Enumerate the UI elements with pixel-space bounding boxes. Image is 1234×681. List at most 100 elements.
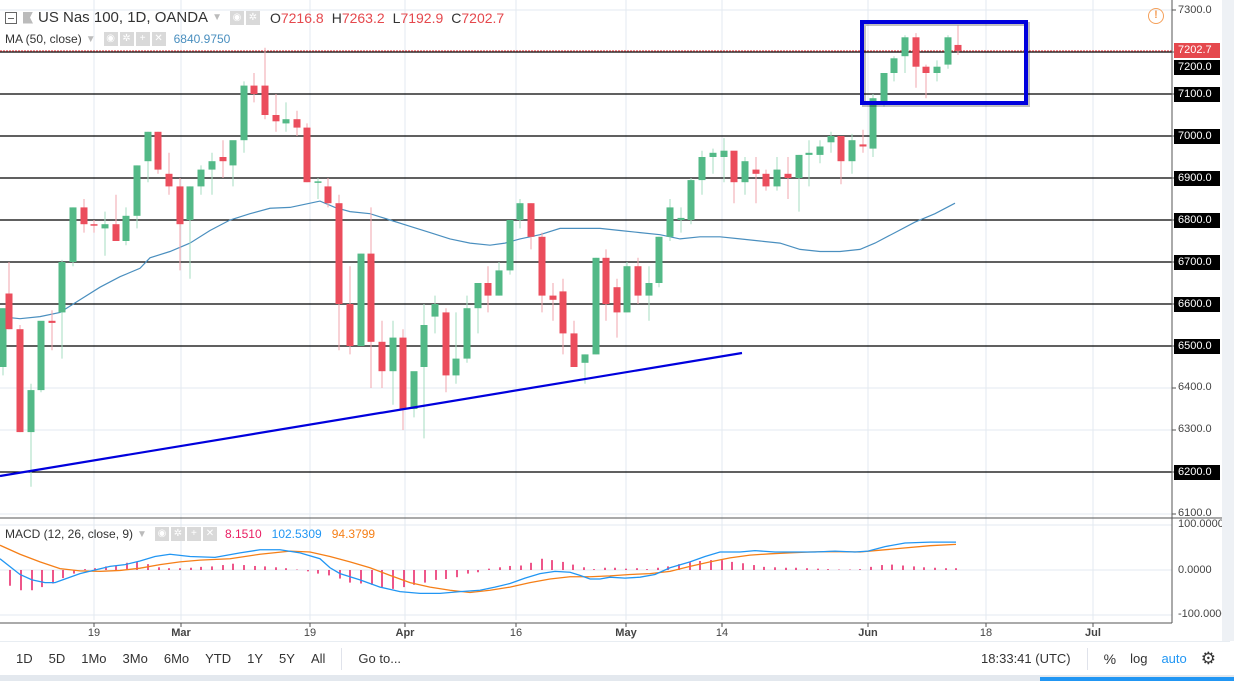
candle-up: [122, 215, 130, 241]
candle-down: [442, 312, 450, 376]
range-button-1y[interactable]: 1Y: [247, 651, 264, 666]
gear-icon[interactable]: ✲: [170, 527, 185, 541]
candle-down: [484, 283, 492, 296]
range-button-1d[interactable]: 1D: [16, 651, 33, 666]
candle-up: [880, 73, 888, 103]
range-buttons: 1D 5D 1Mo 3Mo 6Mo YTD 1Y 5Y All: [0, 651, 325, 666]
macd-line: [0, 541, 956, 595]
ohlc-close: C7202.7: [451, 9, 505, 26]
candle-up: [69, 207, 77, 262]
candle-up: [208, 161, 216, 170]
macd-signal-value: 94.3799: [331, 527, 376, 541]
gear-icon[interactable]: ✲: [245, 10, 260, 25]
macd-axis-label: -100.0000: [1178, 608, 1228, 620]
range-button-5d[interactable]: 5D: [48, 651, 66, 666]
ohlc-low: L7192.9: [392, 9, 444, 26]
candle-down: [48, 320, 56, 323]
log-toggle[interactable]: log: [1130, 651, 1148, 666]
candle-down: [250, 85, 258, 94]
candle-up: [58, 262, 66, 313]
time-axis-label: 18: [979, 627, 993, 639]
price-axis-label: 6700.0: [1174, 255, 1220, 270]
clock: 18:33:41 (UTC): [981, 651, 1071, 666]
price-axis-label: 6100.0: [1178, 507, 1212, 519]
eye-icon[interactable]: ◉: [154, 527, 169, 541]
candle-down: [303, 127, 311, 183]
candle-down: [176, 186, 184, 225]
candle-up: [848, 140, 856, 162]
ma-value: 6840.9750: [173, 32, 231, 46]
candle-up: [623, 266, 631, 313]
candle-up: [452, 358, 460, 376]
symbol-flag-icon: [23, 11, 33, 24]
close-icon[interactable]: ✕: [151, 32, 166, 46]
trendline: [0, 351, 743, 478]
price-axis-label: 6600.0: [1174, 297, 1220, 312]
candle-down: [112, 224, 120, 241]
candle-down: [219, 157, 227, 162]
plus-icon[interactable]: +: [186, 527, 201, 541]
gear-icon[interactable]: ⚙: [1200, 648, 1216, 668]
range-button-5y[interactable]: 5Y: [279, 651, 295, 666]
eye-icon[interactable]: ◉: [229, 10, 244, 25]
candle-down: [367, 253, 375, 342]
price-axis-label: 7000.0: [1174, 129, 1220, 144]
range-button-3mo[interactable]: 3Mo: [122, 651, 148, 666]
auto-toggle[interactable]: auto: [1161, 651, 1187, 666]
candle-up: [677, 217, 685, 220]
gear-icon[interactable]: ✲: [119, 32, 134, 46]
plus-icon[interactable]: +: [135, 32, 150, 46]
candle-down: [335, 203, 343, 304]
price-axis-label: 7100.0: [1174, 87, 1220, 102]
footer-tab-active[interactable]: [1040, 677, 1234, 681]
range-button-all[interactable]: All: [310, 651, 326, 666]
macd-hist-value: 8.1510: [224, 527, 262, 541]
close-icon[interactable]: ✕: [202, 527, 217, 541]
time-axis-label: Jul: [1085, 627, 1101, 639]
candle-up: [944, 37, 952, 65]
candle-up: [687, 180, 695, 220]
candle-down: [559, 291, 567, 334]
ma-legend: MA (50, close) ▼ ◉ ✲ + ✕ 6840.9750: [5, 32, 230, 46]
range-button-1mo[interactable]: 1Mo: [81, 651, 107, 666]
candle-up: [720, 150, 728, 157]
goto-button[interactable]: Go to...: [358, 651, 402, 666]
candle-down: [859, 144, 867, 147]
candle-down: [378, 341, 386, 372]
ma-label[interactable]: MA (50, close): [5, 32, 82, 46]
candle-up: [773, 169, 781, 187]
candle-up: [314, 181, 322, 183]
candle-up: [901, 37, 909, 57]
candle-down: [154, 131, 162, 170]
macd-label[interactable]: MACD (12, 26, close, 9): [5, 527, 134, 541]
candle-down: [165, 173, 173, 187]
ohlc-high: H7263.2: [331, 9, 385, 26]
candle-down: [324, 186, 332, 204]
candle-up: [463, 308, 471, 359]
candle-down: [399, 337, 407, 409]
candle-up: [0, 308, 7, 367]
candle-up: [37, 320, 45, 391]
candle-down: [293, 119, 301, 128]
symbol-title[interactable]: US Nas 100, 1D, OANDA: [38, 9, 209, 26]
bottom-toolbar: 1D 5D 1Mo 3Mo 6Mo YTD 1Y 5Y All Go to... 18:33:4…: [0, 641, 1230, 675]
chevron-down-icon[interactable]: ▼: [212, 12, 222, 23]
time-axis-label: Mar: [171, 627, 191, 639]
macd-legend: MACD (12, 26, close, 9) ▼ ◉ ✲ + ✕ 8.1510…: [5, 527, 375, 541]
chevron-down-icon[interactable]: ▼: [85, 33, 96, 45]
candle-up: [101, 224, 109, 229]
percent-toggle[interactable]: %: [1103, 650, 1117, 667]
alert-icon[interactable]: !: [1148, 8, 1164, 24]
range-button-ytd[interactable]: YTD: [205, 651, 232, 666]
candle-down: [613, 287, 621, 313]
candle-down: [346, 304, 354, 346]
range-button-6mo[interactable]: 6Mo: [163, 651, 190, 666]
candle-down: [837, 136, 845, 162]
candle-down: [90, 224, 98, 226]
collapse-icon[interactable]: [5, 11, 17, 24]
macd-signal-line: [0, 543, 957, 594]
chevron-down-icon[interactable]: ▼: [137, 528, 147, 540]
candle-up: [27, 390, 35, 433]
eye-icon[interactable]: ◉: [103, 32, 118, 46]
